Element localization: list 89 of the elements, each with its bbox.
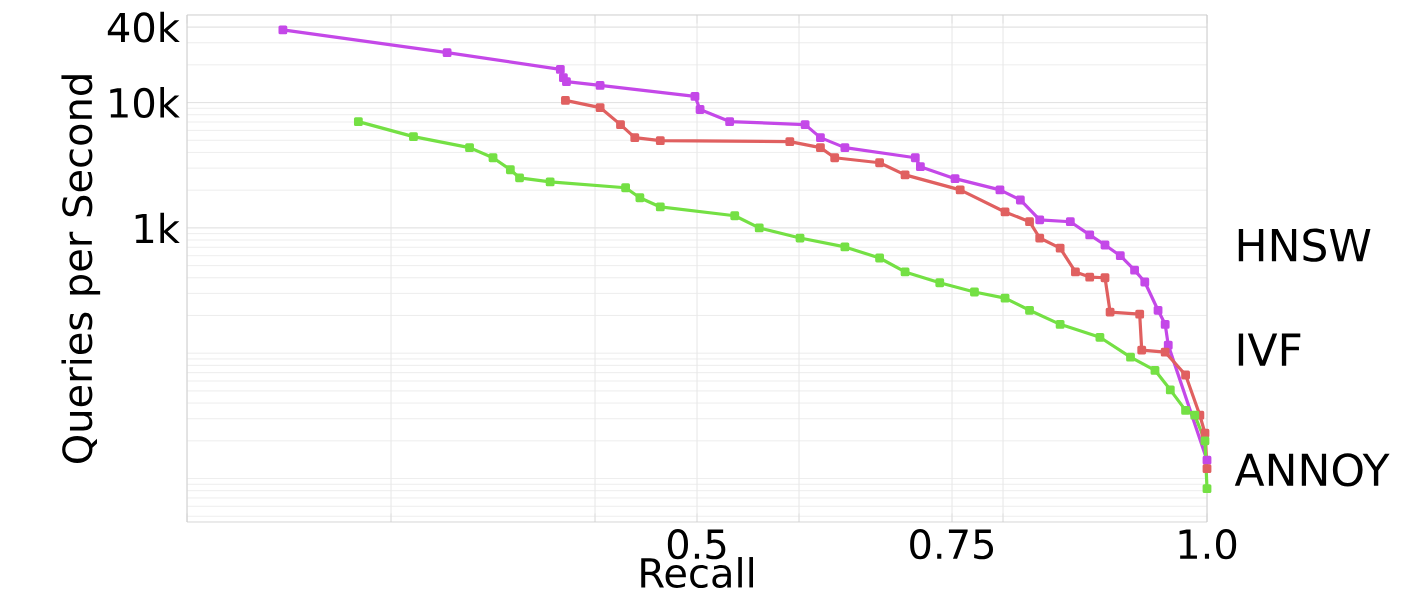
- point: [1137, 345, 1147, 355]
- point: [955, 185, 965, 195]
- point: [655, 202, 665, 212]
- point: [488, 153, 498, 163]
- point: [1160, 319, 1170, 329]
- point: [910, 153, 920, 163]
- point: [1115, 251, 1125, 261]
- point: [1085, 230, 1095, 240]
- y-tick-label: 1k: [135, 212, 180, 244]
- point: [1085, 272, 1095, 282]
- point: [1153, 305, 1163, 315]
- point: [970, 287, 979, 297]
- x-tick-label: 0.75: [910, 529, 994, 560]
- point: [1065, 217, 1075, 227]
- point: [840, 143, 850, 153]
- point: [616, 120, 625, 130]
- point: [1000, 293, 1010, 303]
- point: [950, 174, 960, 184]
- point: [1100, 240, 1110, 250]
- point: [1025, 217, 1034, 227]
- point: [555, 64, 565, 74]
- point: [690, 92, 700, 101]
- point: [1202, 455, 1212, 465]
- point: [1190, 410, 1200, 420]
- point: [1105, 307, 1115, 317]
- point: [1135, 309, 1145, 319]
- point: [1150, 365, 1160, 375]
- point: [730, 211, 740, 221]
- point: [830, 153, 840, 163]
- point: [1163, 340, 1173, 350]
- point: [875, 253, 884, 263]
- point: [1160, 347, 1170, 357]
- point: [795, 233, 805, 243]
- point: [1015, 195, 1025, 205]
- point: [1200, 436, 1210, 446]
- point: [595, 81, 605, 90]
- point: [935, 278, 945, 288]
- point: [278, 25, 288, 35]
- point: [695, 105, 705, 114]
- y-tick-label: 10k: [110, 87, 180, 119]
- y-tick-label: 40k: [107, 11, 180, 43]
- point: [621, 183, 631, 193]
- point: [1130, 265, 1139, 275]
- point: [409, 132, 418, 142]
- point: [353, 117, 363, 126]
- point: [754, 223, 764, 233]
- point: [1095, 332, 1105, 342]
- point: [1071, 267, 1080, 277]
- x-tick-label: 1.0: [1179, 529, 1237, 560]
- point: [1140, 277, 1150, 287]
- y-axis-title: Queries per Second: [61, 75, 101, 463]
- point: [900, 267, 910, 277]
- point: [1181, 370, 1190, 380]
- point: [442, 48, 452, 58]
- series-label: ANNOY: [1234, 453, 1390, 487]
- point: [816, 133, 825, 143]
- point: [545, 177, 555, 187]
- point: [900, 170, 910, 180]
- point: [725, 117, 735, 126]
- point: [1025, 305, 1034, 315]
- point: [655, 136, 665, 146]
- text: HNSW: [1238, 228, 1371, 262]
- point: [595, 103, 605, 112]
- point: [1165, 385, 1175, 395]
- point: [515, 173, 524, 183]
- point: [1181, 405, 1190, 415]
- point: [840, 242, 850, 252]
- point: [800, 120, 810, 130]
- point: [1035, 215, 1045, 225]
- point: [1000, 207, 1010, 217]
- point: [875, 158, 884, 168]
- series-label: IVF: [1238, 333, 1301, 366]
- point: [1035, 233, 1045, 243]
- point: [562, 77, 571, 86]
- point: [785, 137, 795, 147]
- point: [465, 143, 474, 153]
- point: [1100, 273, 1110, 283]
- point: [1202, 464, 1212, 473]
- point: [1055, 243, 1065, 253]
- point: [561, 96, 570, 105]
- point: [1055, 319, 1065, 329]
- point: [816, 143, 825, 153]
- point: [1126, 352, 1135, 362]
- point: [635, 193, 645, 203]
- point: [630, 133, 640, 143]
- point: [1202, 484, 1212, 494]
- point: [915, 162, 925, 172]
- point: [995, 185, 1005, 195]
- point: [505, 165, 515, 175]
